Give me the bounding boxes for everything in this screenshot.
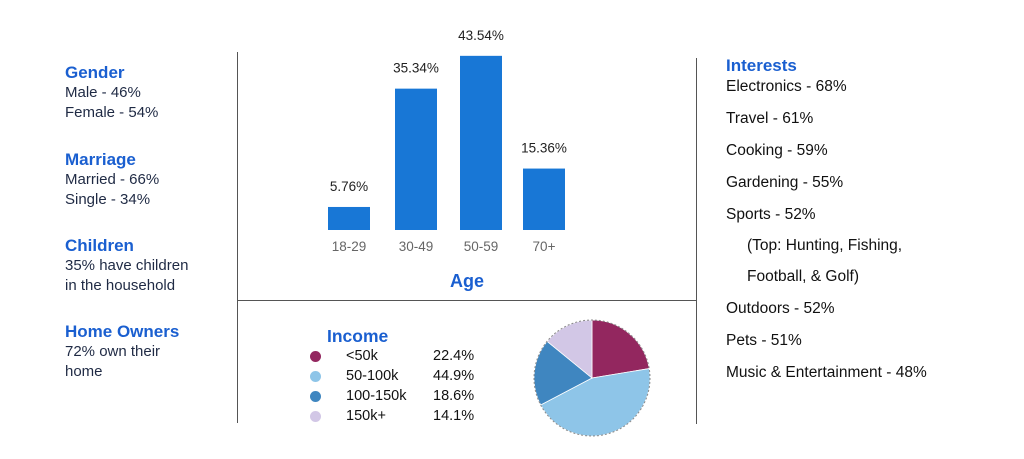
age-bar: [523, 168, 565, 230]
children-section: Children 35% have children in the househ…: [65, 236, 188, 296]
age-bar-value-label: 5.76%: [330, 179, 368, 194]
interest-item: Music & Entertainment - 48%: [726, 364, 927, 381]
interest-item: Football, & Golf): [747, 268, 859, 285]
income-legend-value: 14.1%: [433, 408, 475, 424]
income-legend-value: 22.4%: [433, 348, 475, 364]
income-legend-marker: [310, 391, 321, 402]
age-bar-value-label: 43.54%: [458, 28, 504, 43]
interest-item: Sports - 52%: [726, 206, 816, 223]
left-divider: [237, 52, 238, 423]
age-bar-value-label: 35.34%: [393, 61, 439, 76]
marriage-married: Married - 66%: [65, 171, 160, 188]
interest-item: Pets - 51%: [726, 332, 802, 349]
age-category-label: 50-59: [464, 239, 499, 254]
home-owners-section: Home Owners 72% own their home: [65, 322, 179, 382]
right-divider: [696, 58, 697, 424]
age-bar: [460, 55, 502, 231]
interest-item: Outdoors - 52%: [726, 300, 835, 317]
income-legend-label: 100-150k: [346, 388, 407, 404]
interest-item: Cooking - 59%: [726, 142, 828, 159]
children-line-1: 35% have children: [65, 257, 189, 274]
marriage-section: Marriage Married - 66% Single - 34%: [65, 150, 159, 210]
interests-title: Interests: [726, 56, 797, 75]
home-owners-line-2: home: [65, 363, 103, 380]
marriage-single: Single - 34%: [65, 191, 151, 208]
gender-male: Male - 46%: [65, 84, 141, 101]
income-legend-value: 18.6%: [433, 388, 475, 404]
income-legend-label: 150k+: [346, 408, 386, 424]
income-pie-chart: [533, 319, 651, 437]
income-title: Income: [327, 326, 389, 346]
income-legend-marker: [310, 371, 321, 382]
gender-section: Gender Male - 46% Female - 54%: [65, 63, 158, 123]
income-legend-marker: [310, 351, 321, 362]
age-axis-label: Age: [450, 271, 484, 291]
income-pie-slice: [546, 319, 593, 379]
home-owners-line-1: 72% own their: [65, 343, 161, 360]
income-legend-marker: [310, 411, 321, 422]
income-pie-outline: [533, 319, 651, 437]
interest-item: Travel - 61%: [726, 110, 814, 127]
home-owners-title: Home Owners: [65, 322, 180, 341]
income-legend-label: <50k: [346, 348, 378, 364]
interest-item: Electronics - 68%: [726, 78, 847, 95]
age-category-label: 18-29: [332, 239, 367, 254]
age-bar: [395, 88, 437, 230]
income-legend-label: 50-100k: [346, 368, 399, 384]
gender-female: Female - 54%: [65, 104, 159, 121]
center-divider: [237, 300, 696, 301]
gender-title: Gender: [65, 63, 125, 82]
interest-item: Gardening - 55%: [726, 174, 844, 191]
interest-item: (Top: Hunting, Fishing,: [747, 237, 903, 254]
age-bar: [328, 206, 370, 230]
children-line-2: in the household: [65, 277, 176, 294]
children-title: Children: [65, 236, 134, 255]
income-legend-value: 44.9%: [433, 368, 475, 384]
marriage-title: Marriage: [65, 150, 136, 169]
age-category-label: 70+: [533, 239, 556, 254]
age-category-label: 30-49: [399, 239, 434, 254]
age-bar-value-label: 15.36%: [521, 141, 567, 156]
age-bar-chart: 5.76% 18-29 35.34% 30-49 43.54% 50-59 15.36% 70…: [328, 28, 567, 291]
income-pie-slice: [591, 319, 650, 379]
